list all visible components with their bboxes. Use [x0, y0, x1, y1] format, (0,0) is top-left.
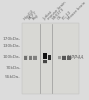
Text: mouse brain: mouse brain: [46, 1, 67, 21]
FancyBboxPatch shape: [43, 53, 47, 59]
FancyBboxPatch shape: [43, 60, 47, 64]
FancyBboxPatch shape: [67, 55, 71, 60]
FancyBboxPatch shape: [67, 56, 71, 60]
FancyBboxPatch shape: [24, 56, 27, 60]
Bar: [22, 23, 79, 94]
Text: Mouse brain: Mouse brain: [66, 1, 86, 21]
FancyBboxPatch shape: [43, 53, 47, 59]
FancyBboxPatch shape: [48, 55, 51, 60]
FancyBboxPatch shape: [29, 56, 32, 60]
Text: 130kDa-: 130kDa-: [2, 44, 21, 48]
Text: Jurkat: Jurkat: [42, 10, 53, 21]
Text: PC-12: PC-12: [61, 10, 72, 21]
Text: 55kDa-: 55kDa-: [5, 75, 21, 79]
FancyBboxPatch shape: [48, 55, 52, 60]
Text: HepG2: HepG2: [23, 9, 35, 21]
FancyBboxPatch shape: [33, 56, 37, 60]
Text: 70kDa-: 70kDa-: [5, 66, 21, 70]
FancyBboxPatch shape: [24, 55, 28, 60]
Text: INPP4A: INPP4A: [67, 55, 85, 60]
Text: MCF7: MCF7: [28, 10, 38, 21]
FancyBboxPatch shape: [43, 60, 47, 63]
Text: 100kDa-: 100kDa-: [2, 55, 21, 59]
FancyBboxPatch shape: [29, 55, 32, 60]
FancyBboxPatch shape: [62, 55, 66, 60]
Text: C6: C6: [57, 14, 63, 21]
Text: NIH/3T3: NIH/3T3: [52, 7, 66, 21]
Text: Raji: Raji: [32, 13, 40, 21]
FancyBboxPatch shape: [33, 55, 37, 60]
FancyBboxPatch shape: [58, 56, 61, 59]
FancyBboxPatch shape: [62, 56, 66, 60]
Text: 170kDa-: 170kDa-: [2, 37, 21, 41]
